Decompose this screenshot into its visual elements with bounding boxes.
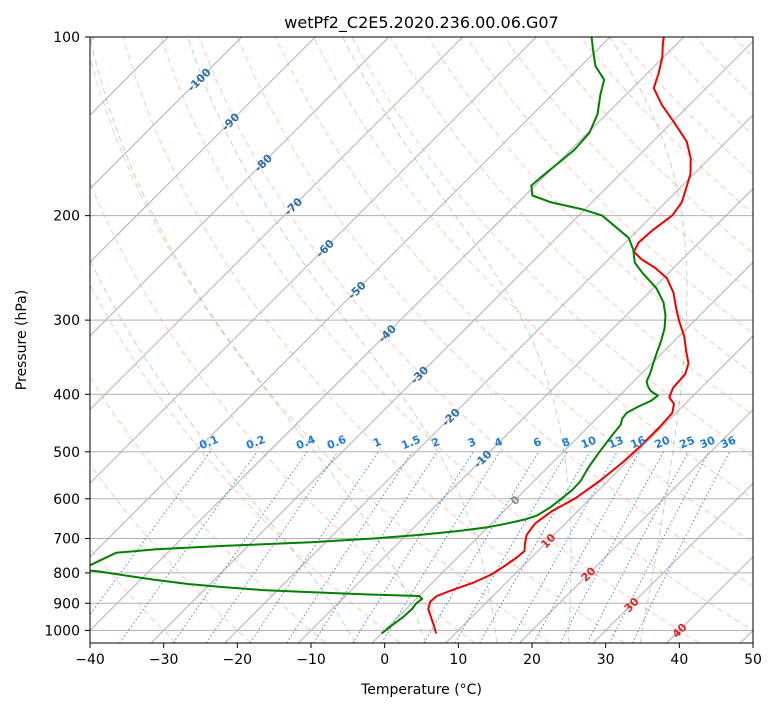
mixing-ratio-line bbox=[509, 451, 618, 643]
isotherm-line bbox=[90, 37, 537, 484]
dry-adiabat-line bbox=[90, 376, 326, 643]
x-tick-label: 30 bbox=[597, 652, 615, 668]
mixing-ratio-label: 20 bbox=[653, 434, 672, 452]
dewpoint-profile-line bbox=[90, 37, 667, 635]
y-tick-label: 800 bbox=[53, 566, 80, 582]
mixing-ratio-label: 10 bbox=[579, 434, 598, 452]
x-tick-label: −40 bbox=[75, 652, 105, 668]
isotherm-line bbox=[90, 37, 685, 632]
dry-adiabat-line bbox=[313, 37, 753, 500]
y-tick-label: 100 bbox=[53, 30, 80, 46]
mixing-ratio-line bbox=[90, 451, 211, 616]
x-tick-label: 40 bbox=[670, 652, 688, 668]
y-tick-label: 400 bbox=[53, 387, 80, 403]
y-tick-label: 900 bbox=[53, 596, 80, 612]
moist-adiabat-line bbox=[342, 37, 572, 643]
mixing-ratio-label: 8 bbox=[560, 435, 572, 450]
mixing-ratio-line bbox=[586, 451, 689, 643]
x-axis-title: Temperature (°C) bbox=[360, 682, 482, 698]
isotherm-line bbox=[150, 40, 753, 643]
mixing-ratio-label: 1 bbox=[371, 435, 383, 450]
y-tick-label: 600 bbox=[53, 492, 80, 508]
x-tick-label: −30 bbox=[149, 652, 179, 668]
mixing-ratio-line bbox=[352, 451, 474, 643]
y-tick-label: 700 bbox=[53, 532, 80, 548]
mixing-ratio-line bbox=[533, 451, 640, 643]
plot-background bbox=[90, 37, 753, 643]
mixing-ratio-label: 13 bbox=[606, 434, 625, 452]
isotherm-line bbox=[371, 261, 753, 643]
dry-adiabat-line bbox=[503, 37, 753, 294]
x-tick-label: −20 bbox=[223, 652, 253, 668]
mixing-ratio-line bbox=[119, 451, 258, 643]
mixing-ratio-line bbox=[632, 451, 731, 643]
x-tick-label: −10 bbox=[296, 652, 326, 668]
dry-adiabat-line bbox=[122, 37, 625, 643]
isotherm-line bbox=[90, 37, 464, 411]
x-tick-label: 10 bbox=[449, 652, 467, 668]
x-tick-label: 0 bbox=[380, 652, 389, 668]
dry-adiabat-line bbox=[160, 37, 700, 643]
moist-adiabat-line bbox=[187, 37, 498, 643]
mixing-ratio-line bbox=[172, 451, 308, 643]
mixing-ratio-line bbox=[205, 451, 339, 643]
dry-adiabat-line bbox=[772, 37, 775, 643]
mixing-ratio-label: 3 bbox=[466, 435, 478, 450]
isotherm-line bbox=[90, 37, 243, 190]
mixing-ratio-line bbox=[559, 451, 665, 643]
y-tick-label: 300 bbox=[53, 313, 80, 329]
isotherm-line bbox=[445, 335, 753, 643]
isotherm-line bbox=[90, 37, 316, 263]
chart-title: wetPf2_C2E5.2020.236.00.06.G07 bbox=[284, 13, 558, 33]
y-tick-label: 500 bbox=[53, 445, 80, 461]
series-layer bbox=[90, 37, 692, 635]
y-axis-title: Pressure (hPa) bbox=[14, 290, 30, 390]
plot-frame bbox=[89, 36, 754, 644]
background-lines bbox=[90, 37, 775, 643]
dry-adiabat-line bbox=[198, 37, 753, 631]
mixing-ratio-label: 16 bbox=[629, 434, 648, 452]
moist-adiabat-line bbox=[90, 258, 356, 643]
mixing-ratio-label: 30 bbox=[698, 434, 717, 452]
mixing-ratio-label: 36 bbox=[719, 434, 738, 452]
dry-adiabat-line bbox=[236, 37, 753, 587]
mixing-ratio-label: 25 bbox=[678, 434, 697, 452]
moist-adiabat-line bbox=[90, 37, 427, 643]
temperature-profile-line bbox=[427, 37, 692, 634]
axis-layer: −40 −30 −20 −10 0 10 20 30 40 50 100 200 300 400 500 60… bbox=[44, 30, 762, 668]
dry-adiabat-line bbox=[90, 463, 252, 643]
y-tick-label: 200 bbox=[53, 209, 80, 225]
dry-adiabat-line bbox=[90, 55, 550, 643]
isotherm-line bbox=[519, 408, 753, 643]
mixing-ratio-line bbox=[249, 451, 379, 643]
mixing-ratio-line bbox=[313, 451, 438, 643]
mixing-ratio-label: 2 bbox=[430, 435, 442, 450]
isotherm-line bbox=[298, 187, 753, 643]
y-tick-label: 1000 bbox=[44, 623, 80, 639]
isotherm-line bbox=[90, 37, 611, 558]
isotherm-line bbox=[90, 37, 390, 337]
mixing-ratio-line bbox=[423, 451, 540, 643]
x-tick-label: 50 bbox=[744, 652, 762, 668]
moist-adiabat-line bbox=[609, 37, 688, 643]
x-tick-label: 20 bbox=[523, 652, 541, 668]
dry-adiabat-line bbox=[275, 37, 753, 543]
isotherm-line bbox=[592, 482, 753, 643]
mixing-ratio-line bbox=[286, 451, 413, 643]
